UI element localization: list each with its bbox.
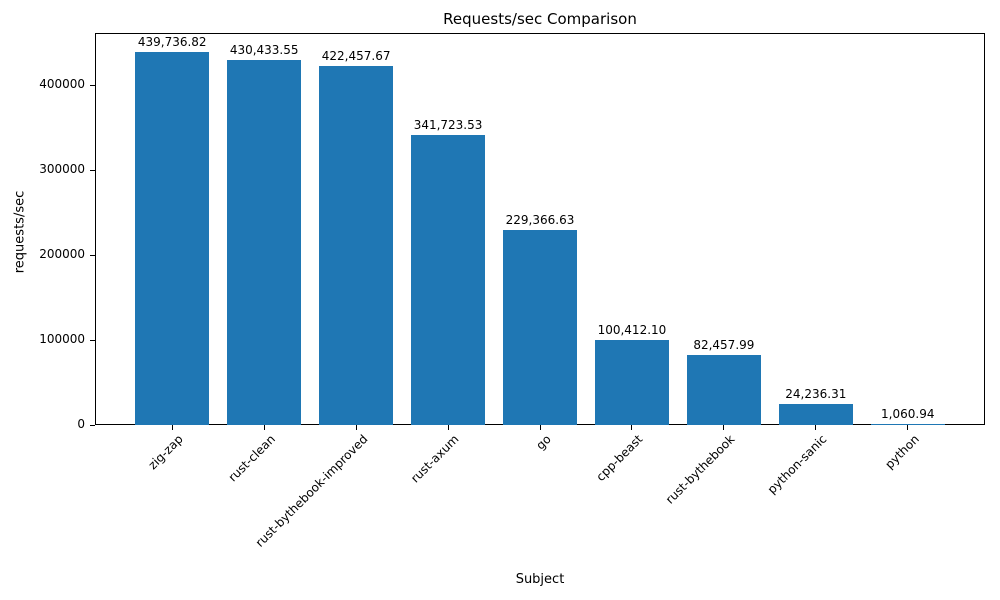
x-tick-label: python-sanic (765, 432, 830, 497)
y-tick-label: 300000 (39, 162, 85, 177)
bar (227, 59, 301, 425)
x-tick (539, 425, 541, 430)
y-tick (90, 84, 95, 86)
bar (411, 134, 485, 425)
x-tick-label: rust-axum (408, 432, 462, 486)
x-tick (447, 425, 449, 430)
y-tick-label: 100000 (39, 332, 85, 347)
x-tick-label: rust-clean (225, 432, 279, 485)
bar-value-label: 229,366.63 (505, 213, 575, 228)
bar-value-label: 100,412.10 (597, 322, 667, 337)
bar (870, 424, 945, 425)
x-tick (355, 425, 357, 430)
bar (595, 339, 669, 425)
x-tick (263, 425, 265, 430)
x-tick-label: go (533, 432, 554, 453)
x-tick-label: zig-zap (145, 432, 187, 473)
chart-title: Requests/sec Comparison (443, 10, 637, 28)
bar-value-label: 1,060.94 (881, 407, 935, 421)
x-tick (907, 425, 909, 430)
y-tick-label: 400000 (39, 77, 85, 92)
bar (319, 66, 393, 425)
bar (503, 230, 577, 425)
bar-value-label: 82,457.99 (693, 337, 755, 352)
x-tick-label: rust-bythebook (663, 432, 738, 507)
y-tick (90, 339, 95, 341)
bar (687, 354, 761, 425)
bar-value-label: 24,236.31 (785, 387, 847, 402)
y-tick-label: 200000 (39, 247, 85, 262)
bar (135, 51, 209, 425)
x-axis-label: Subject (515, 572, 565, 587)
x-tick-label: cpp-beast (593, 432, 646, 484)
x-tick (723, 425, 725, 430)
x-tick (815, 425, 817, 430)
bar-value-label: 439,736.82 (137, 34, 207, 49)
bar-value-label: 430,433.55 (229, 42, 299, 57)
y-tick-label: 0 (77, 417, 85, 431)
x-tick (631, 425, 633, 430)
y-tick (90, 424, 95, 426)
bar-value-label: 422,457.67 (321, 49, 391, 64)
x-tick-label: python (882, 432, 922, 472)
bar-value-label: 341,723.53 (413, 117, 483, 132)
x-tick (171, 425, 173, 430)
y-tick (90, 169, 95, 171)
bar (779, 404, 853, 425)
y-tick (90, 254, 95, 256)
